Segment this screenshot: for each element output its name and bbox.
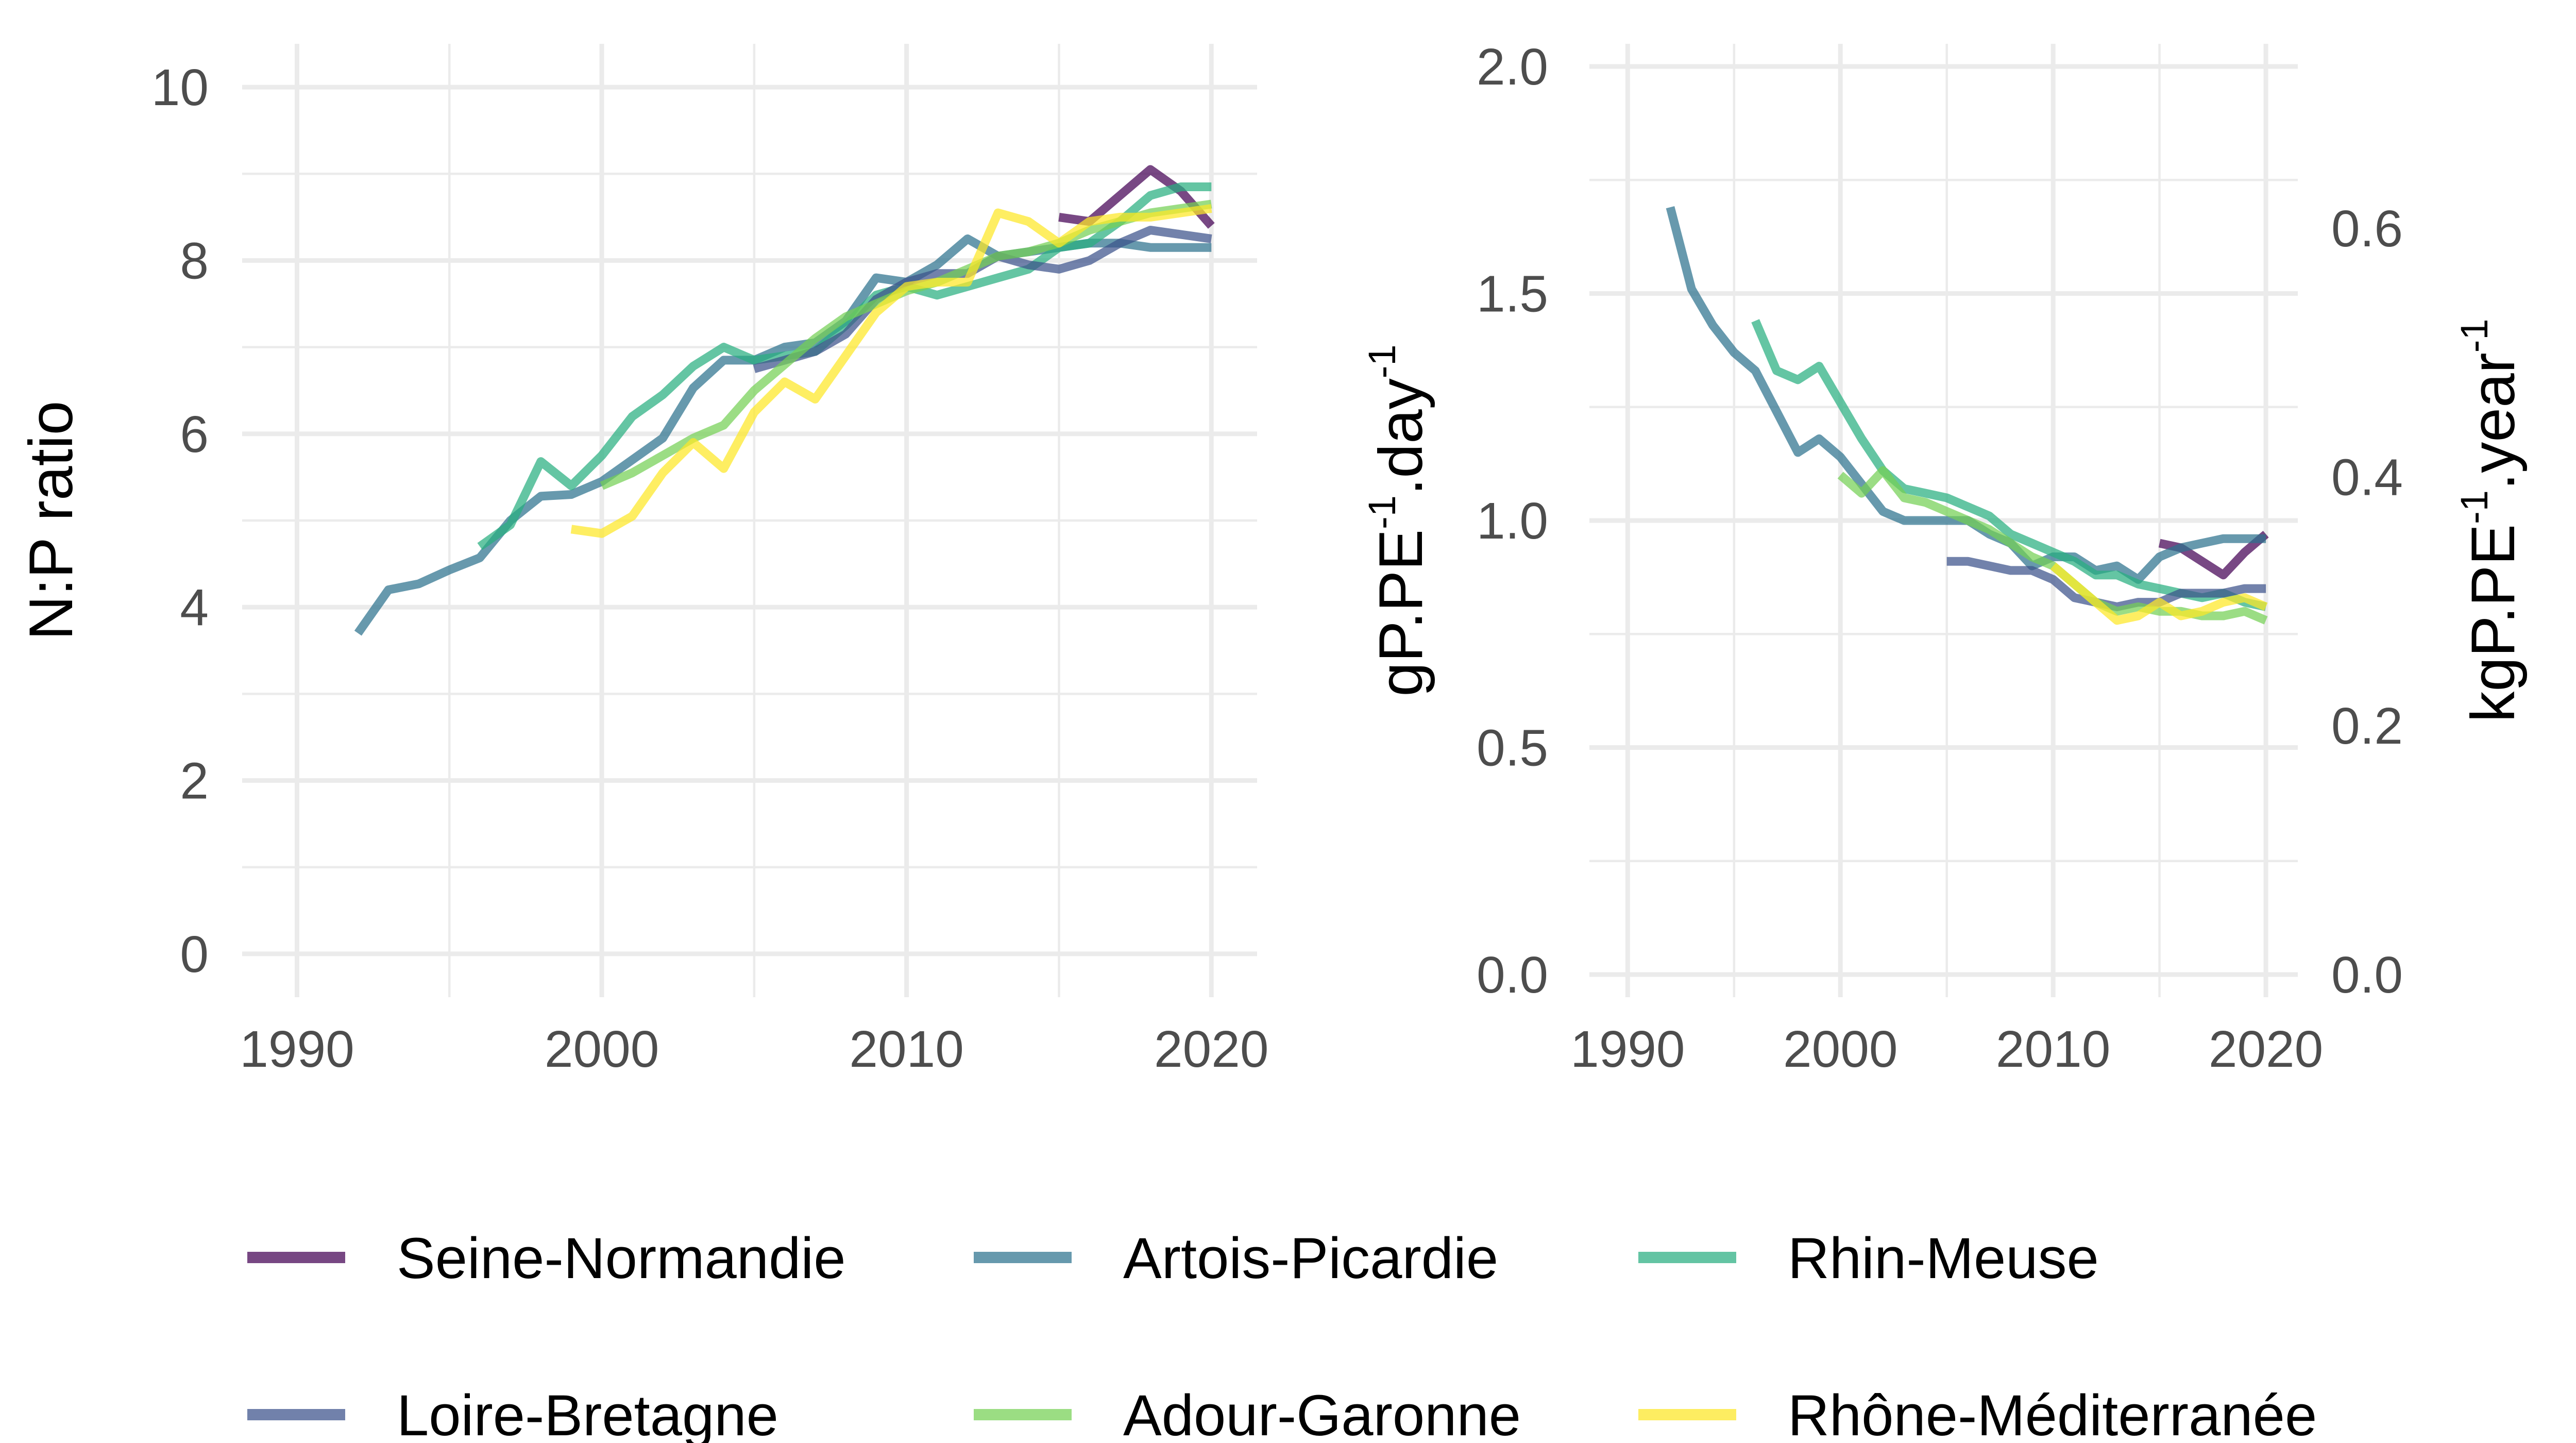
y-axis-title: gP.PE-1.day-1 (1361, 344, 1435, 696)
y2-axis-title: kgP.PE-1.year-1 (2453, 318, 2528, 722)
y-tick-label: 10 (151, 59, 209, 116)
series-line-rhin-meuse (477, 182, 1212, 550)
series-line-rhone-mediterranee (570, 204, 1212, 538)
legend: Seine-Normandie Artois-Picardie Rhin-Meuse… (247, 1226, 2317, 1443)
legend-item-artois-picardie: Artois-Picardie (974, 1226, 1498, 1290)
y-tick-label: 1.0 (1477, 492, 1548, 550)
y2-tick-label: 0.0 (2331, 946, 2403, 1004)
x-tick-label: 2020 (2209, 1020, 2323, 1078)
x-tick-label: 1990 (240, 1020, 354, 1078)
gridlines (242, 44, 1257, 997)
chart-panel-phosphorus-load: 1990 2000 2010 20200.00.51.01.52.0gP.PE-1.d… (1361, 38, 2528, 1078)
legend-label: Rhône-Méditerranée (1788, 1383, 2317, 1443)
legend-item-loire-bretagne: Loire-Bretagne (247, 1383, 778, 1443)
chart-panel-np-ratio: 1990 2000 2010 2020 0 2 4 6 8 10 N:P ratio (16, 44, 1268, 1078)
y-tick-label: 6 (180, 406, 209, 463)
legend-item-seine-normandie: Seine-Normandie (247, 1226, 846, 1290)
legend-item-adour-garonne: Adour-Garonne (974, 1383, 1521, 1443)
y2-tick-label: 0.6 (2331, 200, 2403, 258)
legend-item-rhin-meuse: Rhin-Meuse (1638, 1226, 2099, 1290)
legend-label: Loire-Bretagne (397, 1383, 778, 1443)
y-tick-label: 0.0 (1477, 946, 1548, 1004)
y-tick-label: 2.0 (1477, 38, 1548, 96)
legend-label: Seine-Normandie (397, 1226, 846, 1290)
x-tick-label: 2010 (849, 1020, 963, 1078)
y2-tick-label: 0.2 (2331, 697, 2403, 755)
series-line-rhin-meuse (1751, 319, 2267, 611)
legend-item-rhone-mediterranee: Rhône-Méditerranée (1638, 1383, 2317, 1443)
y-tick-label: 2 (180, 752, 209, 810)
x-tick-label: 2000 (545, 1020, 659, 1078)
y2-tick-label: 0.4 (2331, 449, 2403, 507)
series-group (354, 165, 1215, 636)
legend-label: Artois-Picardie (1123, 1226, 1498, 1290)
x-tick-label: 2010 (1996, 1020, 2110, 1078)
series-line-rhone-mediterranee (2050, 562, 2268, 625)
legend-label: Adour-Garonne (1123, 1383, 1521, 1443)
x-tick-label: 1990 (1570, 1020, 1685, 1078)
legend-label: Rhin-Meuse (1788, 1226, 2099, 1290)
y-axis-title: N:P ratio (16, 401, 86, 641)
series-group (1666, 206, 2269, 625)
y-tick-label: 0.5 (1477, 719, 1548, 777)
x-tick-label: 2020 (1154, 1020, 1268, 1078)
y-tick-label: 8 (180, 232, 209, 290)
x-tick-label: 2000 (1783, 1020, 1897, 1078)
y-tick-label: 0 (180, 926, 209, 983)
y-tick-label: 1.5 (1477, 265, 1548, 323)
y-tick-label: 4 (180, 579, 209, 636)
